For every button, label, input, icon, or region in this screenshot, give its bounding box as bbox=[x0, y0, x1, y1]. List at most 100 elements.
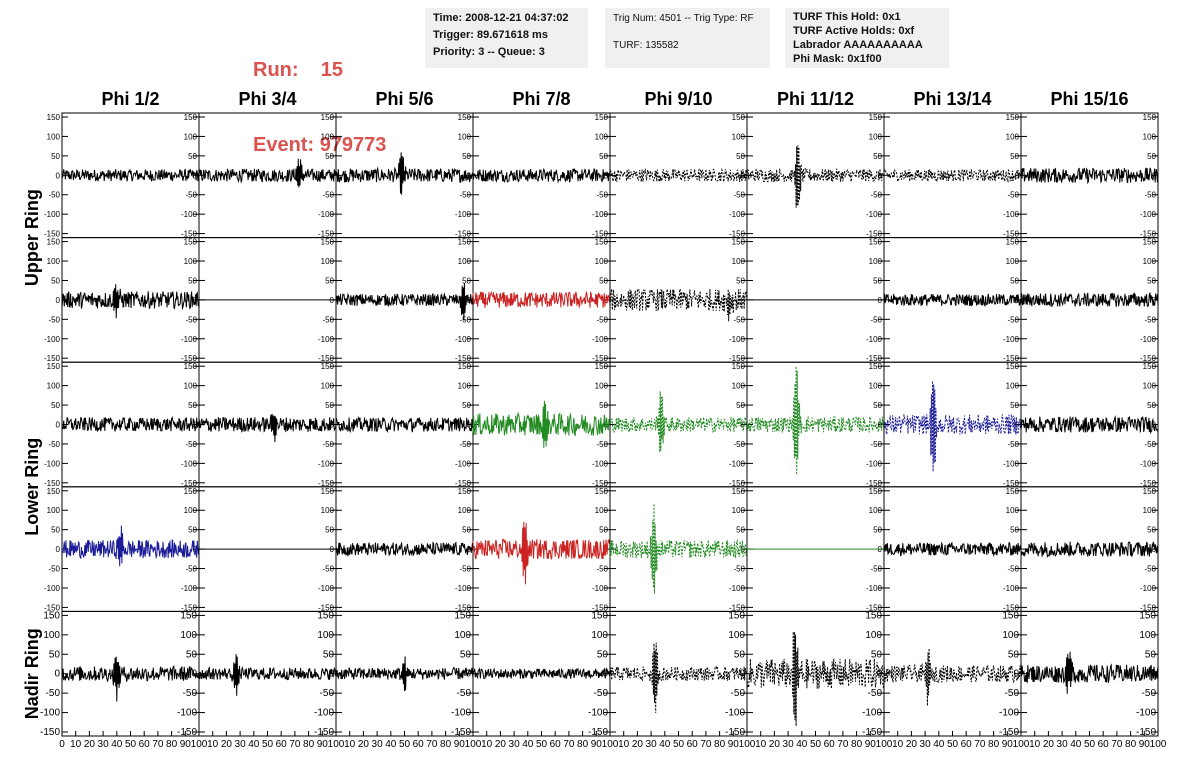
y-tick-label: 150 bbox=[454, 610, 471, 621]
y-tick-label: -150 bbox=[729, 603, 746, 612]
y-tick-label: -150 bbox=[592, 230, 609, 239]
y-tick-label: 100 bbox=[732, 257, 746, 266]
x-tick-label: 70 bbox=[1111, 739, 1123, 750]
y-tick-label: 150 bbox=[595, 113, 609, 122]
y-tick-label: -50 bbox=[48, 191, 60, 200]
y-tick-label: -100 bbox=[1003, 335, 1020, 344]
y-tick-label: -150 bbox=[866, 354, 883, 363]
y-tick-label: -50 bbox=[731, 688, 746, 699]
y-tick-label: -50 bbox=[733, 315, 745, 324]
y-tick-label: -150 bbox=[455, 354, 472, 363]
column-header: Phi 11/12 bbox=[777, 89, 854, 109]
x-tick-label: 60 bbox=[276, 739, 288, 750]
y-tick-label: -50 bbox=[185, 315, 197, 324]
column-header: Phi 13/14 bbox=[913, 89, 991, 109]
y-tick-label: -50 bbox=[183, 688, 198, 699]
waveform-trace bbox=[746, 366, 885, 475]
y-tick-label: 150 bbox=[595, 362, 609, 371]
y-tick-label: 150 bbox=[458, 487, 472, 496]
y-tick-label: -100 bbox=[866, 584, 883, 593]
y-tick-label: 150 bbox=[595, 238, 609, 247]
y-tick-label: -100 bbox=[1136, 708, 1156, 719]
y-tick-label: 100 bbox=[458, 382, 472, 391]
y-tick-label: 50 bbox=[1147, 152, 1156, 161]
turf-info-box: TURF This Hold: 0x1 TURF Active Holds: 0… bbox=[785, 8, 949, 68]
y-tick-label: 0 bbox=[193, 171, 198, 180]
y-tick-label: 100 bbox=[869, 382, 883, 391]
y-tick-label: -150 bbox=[181, 479, 198, 488]
y-tick-label: 50 bbox=[1145, 649, 1157, 660]
y-tick-label: 50 bbox=[49, 649, 61, 660]
y-tick-label: -50 bbox=[185, 565, 197, 574]
y-tick-label: 100 bbox=[1006, 257, 1020, 266]
y-tick-label: -50 bbox=[459, 315, 471, 324]
ring-label: Nadir Ring bbox=[22, 628, 42, 719]
waveform-trace bbox=[1020, 291, 1159, 308]
y-tick-label: 150 bbox=[1006, 362, 1020, 371]
column-header: Phi 5/6 bbox=[375, 89, 433, 109]
waveform-trace bbox=[335, 656, 474, 692]
y-tick-label: 50 bbox=[188, 526, 197, 535]
phi-mask-line: Phi Mask: 0x1f00 bbox=[793, 53, 882, 65]
y-tick-label: -150 bbox=[318, 603, 335, 612]
y-tick-label: 100 bbox=[1143, 257, 1157, 266]
trig-num-line: Trig Num: 4501 -- Trig Type: RF bbox=[613, 13, 754, 24]
y-tick-label: -50 bbox=[1007, 440, 1019, 449]
y-tick-label: 100 bbox=[321, 257, 335, 266]
x-tick-label: 80 bbox=[577, 739, 589, 750]
turf-hold-line: TURF This Hold: 0x1 bbox=[793, 11, 901, 23]
y-tick-label: -50 bbox=[322, 191, 334, 200]
ring-label: Lower Ring bbox=[22, 438, 42, 536]
x-tick-label: 90 bbox=[591, 739, 603, 750]
waveform-trace bbox=[1020, 415, 1159, 435]
y-tick-label: 50 bbox=[1008, 649, 1020, 660]
y-tick-label: -50 bbox=[48, 440, 60, 449]
y-tick-label: 0 bbox=[330, 421, 335, 430]
x-tick-label: 20 bbox=[769, 739, 781, 750]
y-tick-label: -50 bbox=[1144, 315, 1156, 324]
waveform-trace bbox=[472, 521, 611, 585]
y-tick-label: -100 bbox=[729, 459, 746, 468]
x-tick-label: 40 bbox=[248, 739, 260, 750]
y-tick-label: 100 bbox=[1143, 506, 1157, 515]
y-tick-label: 50 bbox=[1010, 401, 1019, 410]
y-tick-label: -100 bbox=[177, 708, 197, 719]
labrador-line: Labrador AAAAAAAAAA bbox=[793, 39, 923, 51]
y-tick-label: -100 bbox=[862, 708, 882, 719]
y-tick-label: 50 bbox=[873, 276, 882, 285]
y-tick-label: 150 bbox=[47, 362, 61, 371]
y-tick-label: -100 bbox=[318, 210, 335, 219]
y-tick-label: -100 bbox=[1003, 459, 1020, 468]
y-tick-label: -50 bbox=[320, 688, 335, 699]
y-tick-label: -100 bbox=[1003, 584, 1020, 593]
y-tick-label: 100 bbox=[321, 382, 335, 391]
waveform-trace bbox=[1020, 541, 1159, 559]
ring-label: Upper Ring bbox=[22, 189, 42, 286]
y-tick-label: -50 bbox=[594, 688, 609, 699]
y-tick-label: 0 bbox=[56, 421, 61, 430]
y-tick-label: 50 bbox=[462, 152, 471, 161]
waveform-trace bbox=[1020, 167, 1159, 185]
y-tick-label: 100 bbox=[47, 257, 61, 266]
y-tick-label: 150 bbox=[180, 610, 197, 621]
column-header: Phi 15/16 bbox=[1050, 89, 1128, 109]
y-tick-label: 100 bbox=[595, 132, 609, 141]
column-header: Phi 9/10 bbox=[644, 89, 712, 109]
y-tick-label: 50 bbox=[188, 401, 197, 410]
y-tick-label: 100 bbox=[1143, 132, 1157, 141]
x-tick-label: 30 bbox=[920, 739, 932, 750]
y-tick-label: 100 bbox=[454, 630, 471, 641]
y-tick-label: 150 bbox=[869, 362, 883, 371]
x-tick-label: 60 bbox=[413, 739, 425, 750]
x-tick-label: 90 bbox=[1002, 739, 1014, 750]
x-tick-label: 10 bbox=[892, 739, 904, 750]
trigger-line: Trigger: 89.671618 ms bbox=[433, 29, 548, 41]
x-tick-label: 80 bbox=[166, 739, 178, 750]
y-tick-label: 100 bbox=[321, 506, 335, 515]
y-tick-label: 50 bbox=[325, 526, 334, 535]
y-tick-label: -150 bbox=[455, 230, 472, 239]
x-tick-label: 20 bbox=[221, 739, 233, 750]
x-tick-label: 50 bbox=[536, 739, 548, 750]
y-tick-label: -150 bbox=[725, 727, 745, 738]
